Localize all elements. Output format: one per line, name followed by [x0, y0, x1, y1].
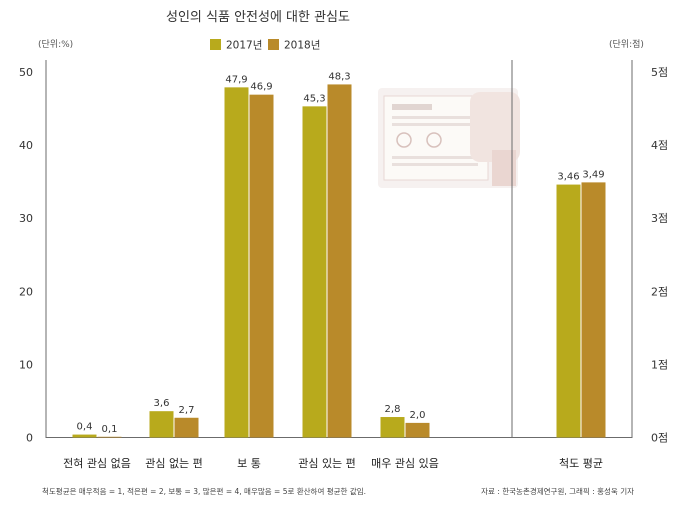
left-axis: 0 10 20 30 40 50	[19, 66, 33, 445]
right-tick-label: 1점	[651, 358, 668, 371]
bar-value-label: 2,7	[179, 405, 195, 416]
bar-value-label: 2,0	[410, 410, 426, 421]
right-axis: 0점 1점 2점 3점 4점 5점	[651, 66, 668, 445]
bar-value-label: 47,9	[225, 74, 247, 85]
legend-label-2017: 2017년	[226, 40, 262, 52]
left-tick-label: 40	[19, 139, 33, 152]
right-tick-label: 0점	[651, 432, 668, 445]
legend-swatch-2017	[210, 39, 221, 50]
left-tick-label: 30	[19, 212, 33, 225]
bar	[72, 434, 97, 438]
bar-value-label: 0,1	[102, 424, 118, 435]
bar	[327, 84, 352, 438]
left-tick-label: 0	[26, 432, 33, 445]
category-label: 관심 없는 편	[145, 457, 203, 470]
bar	[249, 94, 274, 438]
right-tick-label: 2점	[651, 285, 668, 298]
legend-swatch-2018	[268, 39, 279, 50]
footnote-left: 척도평균은 매우적음 = 1, 적은편 = 2, 보통 = 3, 많은편 = 4…	[42, 486, 366, 496]
chart-title: 성인의 식품 안전성에 대한 관심도	[166, 10, 350, 25]
bar-value-label: 3,49	[582, 169, 604, 180]
bar	[97, 436, 122, 438]
bar-value-label: 48,3	[328, 71, 350, 82]
right-tick-label: 3점	[651, 212, 668, 225]
left-tick-label: 10	[19, 358, 33, 371]
left-tick-label: 50	[19, 66, 33, 79]
category-label: 매우 관심 있음	[371, 457, 439, 470]
legend-label-2018: 2018년	[284, 40, 320, 52]
right-tick-label: 4점	[651, 139, 668, 152]
left-tick-label: 20	[19, 285, 33, 298]
bar	[556, 184, 581, 438]
bar-value-label: 46,9	[250, 82, 272, 93]
right-tick-label: 5점	[651, 66, 668, 79]
category-label: 척도 평균	[559, 457, 603, 470]
right-axis-unit: (단위:점)	[609, 38, 644, 50]
bar	[380, 417, 405, 438]
bar	[224, 87, 249, 438]
bar	[581, 182, 606, 438]
category-label: 전혀 관심 없음	[63, 457, 131, 470]
bar-value-label: 3,46	[557, 172, 579, 183]
left-axis-unit: (단위:%)	[38, 39, 73, 50]
bars: 0,4 0,1 3,6 2,7 47,946,9 45,348,3 2,8 2,0 3,46 3,…	[72, 71, 606, 438]
bar-value-label: 2,8	[385, 404, 401, 415]
bar	[149, 411, 174, 438]
bar-value-label: 3,6	[154, 398, 170, 409]
product-photo	[378, 88, 520, 188]
category-label: 관심 있는 편	[298, 457, 356, 470]
footnote-right: 자료 : 한국농촌경제연구원, 그래픽 : 홍성욱 기자	[481, 486, 634, 496]
legend: 2017년 2018년	[210, 39, 320, 52]
category-label: 보 통	[237, 457, 261, 470]
bar	[302, 106, 327, 438]
bar-value-label: 45,3	[303, 93, 325, 104]
bar	[174, 417, 199, 438]
bar	[405, 422, 430, 438]
category-labels: 전혀 관심 없음 관심 없는 편 보 통 관심 있는 편 매우 관심 있음 척도 평균	[63, 457, 603, 470]
bar-value-label: 0,4	[77, 422, 93, 433]
